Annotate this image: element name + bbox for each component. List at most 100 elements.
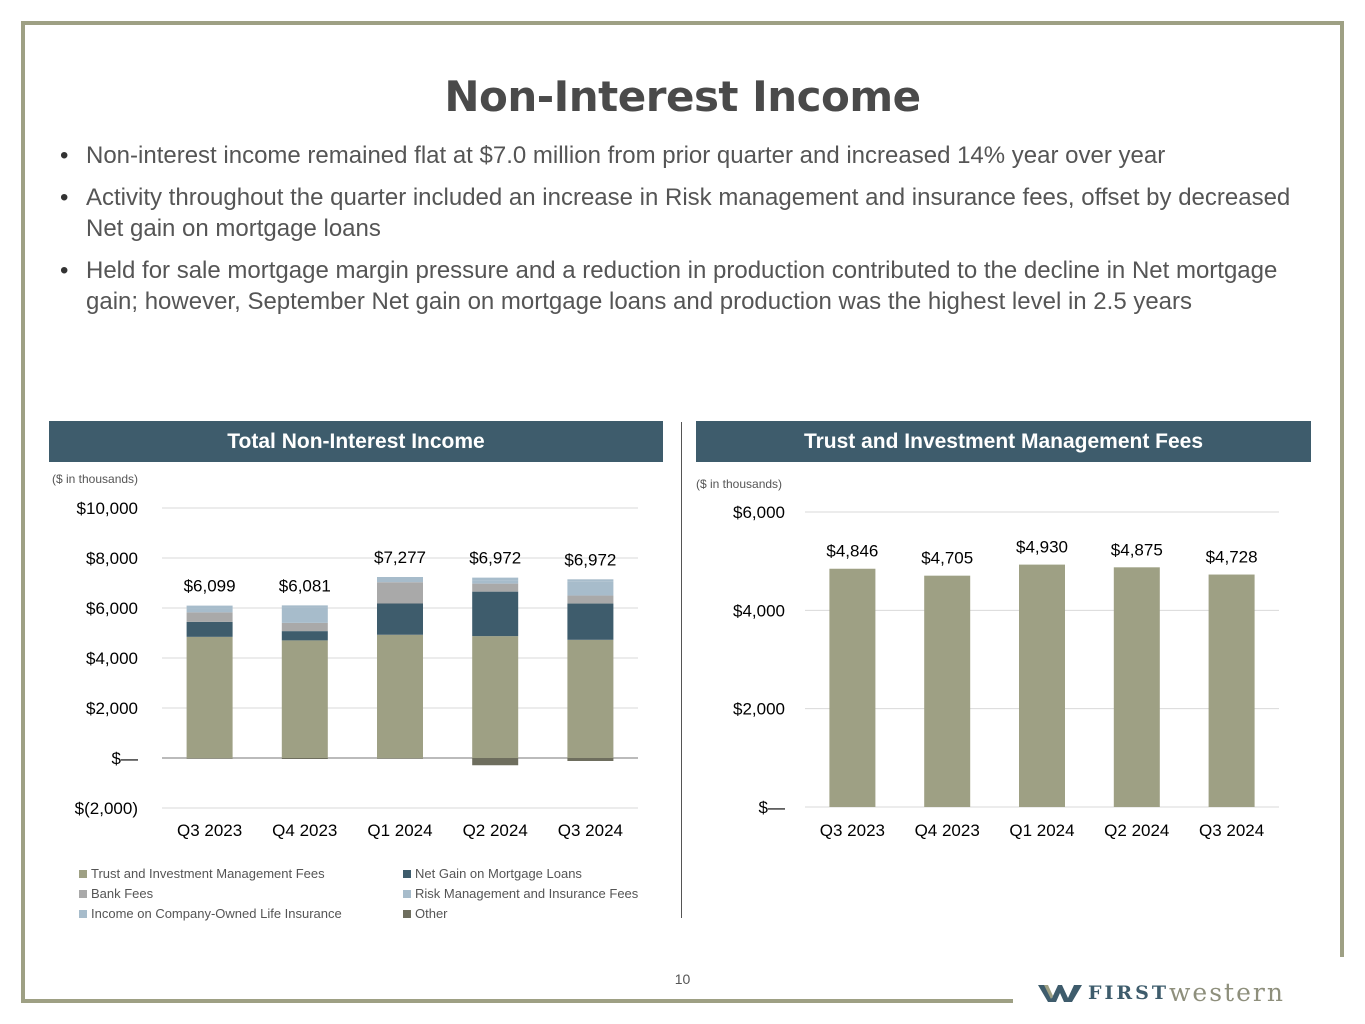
y-tick-label: $2,000 bbox=[86, 699, 138, 718]
legend-label-risk: Risk Management and Insurance Fees bbox=[415, 886, 639, 901]
x-tick-label: Q3 2023 bbox=[820, 821, 885, 840]
y-tick-label: $10,000 bbox=[77, 499, 138, 518]
x-tick-label: Q4 2023 bbox=[272, 821, 337, 840]
bar-segment bbox=[281, 622, 328, 632]
total-income-units-label: ($ in thousands) bbox=[52, 472, 139, 486]
trust-fees-chart: $6,000 $4,000 $2,000 $— $4,846 Q3 2023 $4,705 Q… bbox=[733, 503, 1279, 840]
total-income-chart: $10,000 $8,000 $6,000 $4,000 $2,000 $— $(2,000… bbox=[75, 499, 638, 840]
bar-segment bbox=[472, 591, 519, 637]
y-tick-label: $8,000 bbox=[86, 549, 138, 568]
bar-segment bbox=[567, 603, 614, 640]
total-value-label: $6,081 bbox=[279, 576, 331, 595]
legend-swatch-risk bbox=[403, 889, 411, 898]
bar bbox=[1113, 567, 1160, 807]
legend-label-bank-fees: Bank Fees bbox=[91, 886, 154, 901]
company-logo: FIRST western bbox=[1038, 978, 1285, 1007]
bar-segment bbox=[567, 579, 614, 582]
frame-top-border bbox=[21, 21, 1344, 25]
bar-segment bbox=[377, 577, 423, 580]
legend-swatch-bank-fees bbox=[79, 889, 87, 898]
legend-item-bank-fees: Bank Fees bbox=[79, 886, 153, 901]
legend-label-mortgage: Net Gain on Mortgage Loans bbox=[415, 866, 582, 881]
legend-swatch-trust bbox=[79, 869, 87, 878]
bar-segment bbox=[472, 577, 519, 581]
value-label: $4,875 bbox=[1111, 540, 1163, 559]
logo-first-text: FIRST bbox=[1088, 981, 1170, 1004]
frame-right-border bbox=[1340, 21, 1344, 957]
value-label: $4,705 bbox=[921, 549, 973, 568]
bar bbox=[924, 575, 971, 807]
bullet-item: Held for sale mortgage margin pressure a… bbox=[60, 255, 1300, 317]
bullet-list: Non-interest income remained flat at $7.… bbox=[60, 140, 1300, 328]
total-value-label: $6,972 bbox=[564, 550, 616, 569]
total-value-label: $6,972 bbox=[469, 549, 521, 568]
bar-segment bbox=[377, 758, 423, 759]
legend-swatch-mortgage bbox=[403, 869, 411, 878]
legend-item-risk: Risk Management and Insurance Fees bbox=[403, 886, 638, 901]
bar-segment bbox=[567, 758, 614, 761]
value-label: $4,728 bbox=[1206, 548, 1258, 567]
x-tick-label: Q1 2024 bbox=[1009, 821, 1074, 840]
bar-segment bbox=[472, 580, 519, 584]
bar-segment bbox=[377, 603, 423, 635]
bar-segment bbox=[186, 605, 233, 609]
frame-bottom-border bbox=[21, 999, 1013, 1003]
total-value-label: $7,277 bbox=[374, 548, 426, 567]
x-tick-label: Q2 2024 bbox=[463, 821, 528, 840]
legend-swatch-coli bbox=[79, 909, 87, 918]
bar-segment bbox=[567, 595, 614, 604]
total-value-label: $6,099 bbox=[184, 577, 236, 596]
bar bbox=[829, 568, 876, 807]
bar bbox=[1208, 574, 1255, 807]
bar-segment bbox=[186, 758, 233, 759]
bar-segment bbox=[377, 582, 423, 604]
y-tick-label: $6,000 bbox=[86, 599, 138, 618]
y-tick-label: $4,000 bbox=[733, 601, 785, 620]
slide-title: Non-Interest Income bbox=[444, 72, 921, 121]
bar-segment bbox=[186, 621, 233, 637]
total-income-header: Total Non-Interest Income bbox=[49, 421, 663, 462]
bar-segment bbox=[281, 758, 328, 759]
x-tick-label: Q3 2023 bbox=[177, 821, 242, 840]
x-tick-label: Q1 2024 bbox=[367, 821, 432, 840]
legend-label-coli: Income on Company-Owned Life Insurance bbox=[91, 906, 342, 921]
x-tick-label: Q2 2024 bbox=[1104, 821, 1169, 840]
bar-segment bbox=[472, 583, 519, 592]
legend-item-coli: Income on Company-Owned Life Insurance bbox=[79, 906, 342, 921]
bullet-item: Activity throughout the quarter included… bbox=[60, 182, 1300, 244]
bar-segment bbox=[281, 607, 328, 623]
legend-item-other: Other bbox=[403, 906, 448, 921]
legend-label-trust: Trust and Investment Management Fees bbox=[91, 866, 325, 881]
bar bbox=[1019, 564, 1065, 807]
trust-fees-header: Trust and Investment Management Fees bbox=[696, 421, 1311, 462]
bar-segment bbox=[567, 581, 614, 596]
legend-item-mortgage: Net Gain on Mortgage Loans bbox=[403, 866, 582, 881]
y-tick-label: $4,000 bbox=[86, 649, 138, 668]
bar-segment bbox=[472, 636, 519, 758]
logo-western-text: western bbox=[1169, 978, 1285, 1007]
y-tick-label: $— bbox=[112, 749, 138, 768]
y-tick-label: $6,000 bbox=[733, 503, 785, 522]
legend-item-trust: Trust and Investment Management Fees bbox=[79, 866, 325, 881]
value-label: $4,930 bbox=[1016, 538, 1068, 557]
value-label: $4,846 bbox=[826, 542, 878, 561]
bar-segment bbox=[186, 608, 233, 613]
x-tick-label: Q3 2024 bbox=[1199, 821, 1264, 840]
bar-segment bbox=[281, 605, 328, 608]
bar-segment bbox=[281, 631, 328, 641]
y-tick-label: $— bbox=[759, 798, 785, 817]
bar-segment bbox=[472, 758, 519, 766]
panel-divider bbox=[681, 422, 682, 918]
trust-fees-units-label: ($ in thousands) bbox=[696, 477, 783, 491]
legend-label-other: Other bbox=[415, 906, 448, 921]
y-tick-label: $2,000 bbox=[733, 700, 785, 719]
legend-swatch-other bbox=[403, 909, 411, 918]
logo-w-icon bbox=[1038, 984, 1082, 1002]
y-tick-label: $(2,000) bbox=[75, 799, 138, 818]
bar-segment bbox=[377, 579, 423, 583]
bar-segment bbox=[186, 636, 233, 758]
page-number: 10 bbox=[674, 971, 691, 987]
x-tick-label: Q4 2023 bbox=[915, 821, 980, 840]
bullet-item: Non-interest income remained flat at $7.… bbox=[60, 140, 1300, 171]
frame-left-border bbox=[21, 21, 25, 1003]
